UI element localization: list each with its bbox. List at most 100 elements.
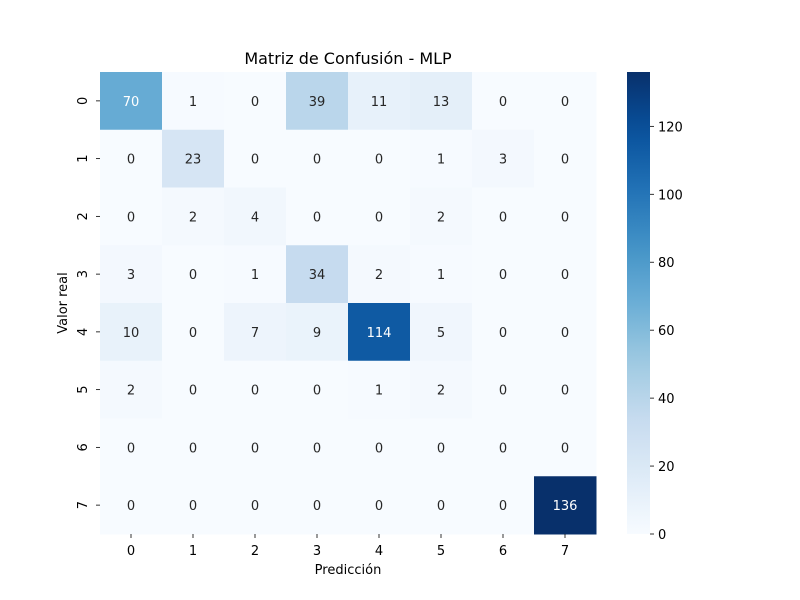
cell-value-r5-c7: 0 (561, 384, 569, 399)
heatmap-cell-r5-c6 (472, 360, 535, 419)
cell-value-r0-c5: 13 (433, 95, 450, 110)
heatmap-cell-r2-c2 (224, 187, 287, 246)
cell-value-r5-c6: 0 (499, 384, 507, 399)
x-tick-label: 6 (499, 544, 507, 559)
heatmap-cell-r3-c1 (162, 245, 225, 304)
cell-value-r7-c4: 0 (375, 499, 383, 514)
heatmap-cell-r1-c7 (534, 129, 597, 188)
cell-value-r1-c6: 3 (499, 153, 507, 168)
cell-value-r2-c1: 2 (189, 210, 197, 225)
colorbar-tick-label: 60 (658, 324, 675, 339)
cell-value-r4-c1: 0 (189, 326, 197, 341)
heatmap-cell-r1-c4 (348, 129, 411, 188)
heatmap-cell-r6-c5 (410, 418, 473, 477)
x-tick-label: 7 (561, 544, 569, 559)
heatmap-cell-r7-c7 (534, 476, 597, 535)
heatmap-cell-r2-c3 (286, 187, 349, 246)
cell-value-r6-c6: 0 (499, 441, 507, 456)
colorbar-tick-label: 0 (658, 528, 666, 543)
y-axis-ticks: 0 1 2 3 4 5 6 7 (76, 97, 100, 509)
cell-value-r2-c3: 0 (313, 210, 321, 225)
heatmap-cell-r0-c1 (162, 72, 225, 131)
cell-value-r2-c7: 0 (561, 210, 569, 225)
cell-value-r0-c6: 0 (499, 95, 507, 110)
heatmap-cell-r1-c1 (162, 129, 225, 188)
x-axis-ticks: 0 1 2 3 4 5 6 7 (127, 534, 569, 559)
cell-value-r1-c1: 23 (185, 153, 202, 168)
x-axis-label: Predicción (315, 563, 382, 578)
colorbar-tick-label: 100 (658, 188, 683, 203)
cell-value-r7-c2: 0 (251, 499, 259, 514)
heatmap-cell-r2-c6 (472, 187, 535, 246)
heatmap-cell-r2-c1 (162, 187, 225, 246)
heatmap-cell-r7-c0 (100, 476, 163, 535)
cell-value-r2-c2: 4 (251, 210, 259, 225)
cell-value-r1-c7: 0 (561, 153, 569, 168)
y-tick-label: 1 (76, 154, 91, 162)
heatmap-cell-r4-c5 (410, 303, 473, 362)
cell-value-r2-c5: 2 (437, 210, 445, 225)
heatmap-cell-labels: 70 1 0 39 11 13 0 00 23 0 0 0 1 3 00 2 4 0 0 2 0 03 0 1 34 2 1 0 010… (123, 95, 578, 514)
y-tick-label: 4 (76, 328, 91, 336)
heatmap-cell-r6-c2 (224, 418, 287, 477)
colorbar-tick-label: 20 (658, 460, 675, 475)
heatmap-cell-r0-c5 (410, 72, 473, 131)
cell-value-r0-c0: 70 (123, 95, 140, 110)
cell-value-r3-c4: 2 (375, 268, 383, 283)
colorbar-tick-label: 80 (658, 256, 675, 271)
heatmap-cell-r4-c6 (472, 303, 535, 362)
heatmap-cells (100, 72, 597, 535)
cell-value-r4-c3: 9 (313, 326, 321, 341)
heatmap-cell-r1-c5 (410, 129, 473, 188)
y-tick-label: 7 (76, 501, 91, 509)
heatmap-cell-r6-c6 (472, 418, 535, 477)
heatmap-cell-r2-c7 (534, 187, 597, 246)
heatmap-cell-r3-c6 (472, 245, 535, 304)
heatmap-cell-r0-c2 (224, 72, 287, 131)
heatmap-cell-r7-c4 (348, 476, 411, 535)
cell-value-r1-c5: 1 (437, 153, 445, 168)
cell-value-r2-c6: 0 (499, 210, 507, 225)
heatmap-cell-r7-c2 (224, 476, 287, 535)
heatmap-cell-r5-c0 (100, 360, 163, 419)
x-tick-label: 2 (251, 544, 259, 559)
heatmap-cell-r3-c0 (100, 245, 163, 304)
y-tick-label: 2 (76, 212, 91, 220)
heatmap-cell-r2-c0 (100, 187, 163, 246)
heatmap-cell-r5-c1 (162, 360, 225, 419)
cell-value-r5-c1: 0 (189, 384, 197, 399)
cell-value-r4-c0: 10 (123, 326, 140, 341)
cell-value-r5-c4: 1 (375, 384, 383, 399)
cell-value-r4-c4: 114 (367, 326, 392, 341)
heatmap-cell-r1-c0 (100, 129, 163, 188)
heatmap-cell-r7-c1 (162, 476, 225, 535)
cell-value-r4-c6: 0 (499, 326, 507, 341)
heatmap-cell-r4-c7 (534, 303, 597, 362)
x-tick-label: 3 (313, 544, 321, 559)
cell-value-r7-c6: 0 (499, 499, 507, 514)
heatmap-cell-r5-c3 (286, 360, 349, 419)
heatmap-cell-r3-c3 (286, 245, 349, 304)
cell-value-r5-c2: 0 (251, 384, 259, 399)
heatmap-cell-r0-c4 (348, 72, 411, 131)
y-tick-label: 0 (76, 97, 91, 105)
heatmap-cell-r2-c5 (410, 187, 473, 246)
cell-value-r4-c2: 7 (251, 326, 259, 341)
colorbar-tick-label: 40 (658, 392, 675, 407)
heatmap-cell-r0-c7 (534, 72, 597, 131)
cell-value-r1-c2: 0 (251, 153, 259, 168)
cell-value-r3-c2: 1 (251, 268, 259, 283)
heatmap-cell-r4-c3 (286, 303, 349, 362)
cell-value-r1-c0: 0 (127, 153, 135, 168)
heatmap-cell-r1-c3 (286, 129, 349, 188)
heatmap-cell-r5-c4 (348, 360, 411, 419)
cell-value-r3-c6: 0 (499, 268, 507, 283)
heatmap-cell-r0-c6 (472, 72, 535, 131)
cell-value-r6-c5: 0 (437, 441, 445, 456)
y-axis-label: Valor real (56, 272, 71, 334)
chart-title: Matriz de Confusión - MLP (244, 49, 452, 68)
x-tick-label: 4 (375, 544, 383, 559)
x-tick-label: 1 (189, 544, 197, 559)
cell-value-r7-c7: 136 (553, 499, 578, 514)
